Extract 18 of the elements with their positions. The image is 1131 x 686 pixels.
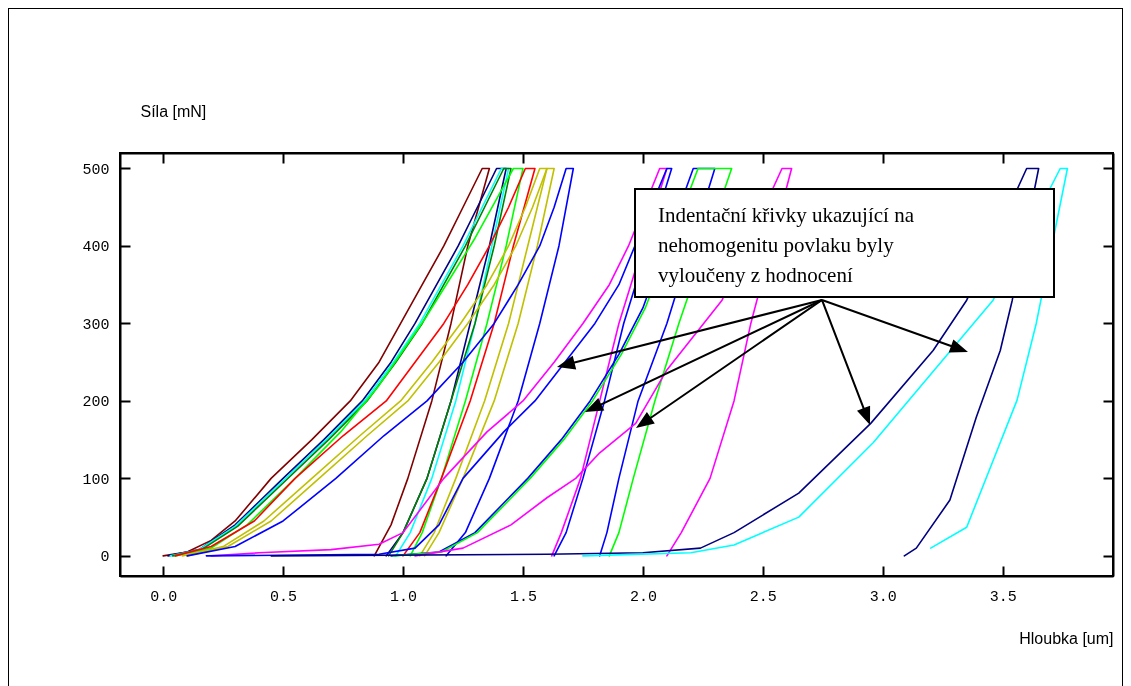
x-tick-label: 0.5 — [270, 588, 298, 606]
y-tick-label: 0 — [100, 549, 110, 567]
x-tick-label: 2.0 — [629, 588, 657, 606]
x-tick-label: 1.5 — [509, 588, 537, 606]
x-axis-title: Hloubka [um] — [1019, 629, 1114, 647]
x-tick-label: 3.5 — [989, 588, 1017, 606]
y-tick-label: 100 — [82, 471, 110, 489]
x-tick-label: 1.0 — [390, 588, 418, 606]
x-tick-label: 0.0 — [150, 588, 178, 606]
y-axis-title: Síla [mN] — [140, 102, 207, 120]
callout-box: Indentační křivky ukazující na nehomogenitu povlaku byly vyloučeny z hodnocení — [634, 188, 1055, 298]
x-tick-label: 2.5 — [749, 588, 777, 606]
y-tick-label: 500 — [82, 161, 110, 179]
annotation: Indentační křivky ukazující na nehomogenitu povlaku byly vyloučeny z hodnocení — [658, 202, 915, 289]
y-tick-label: 400 — [82, 239, 110, 257]
y-tick-label: 300 — [82, 316, 110, 334]
x-tick-label: 3.0 — [869, 588, 897, 606]
y-tick-label: 200 — [82, 394, 110, 412]
